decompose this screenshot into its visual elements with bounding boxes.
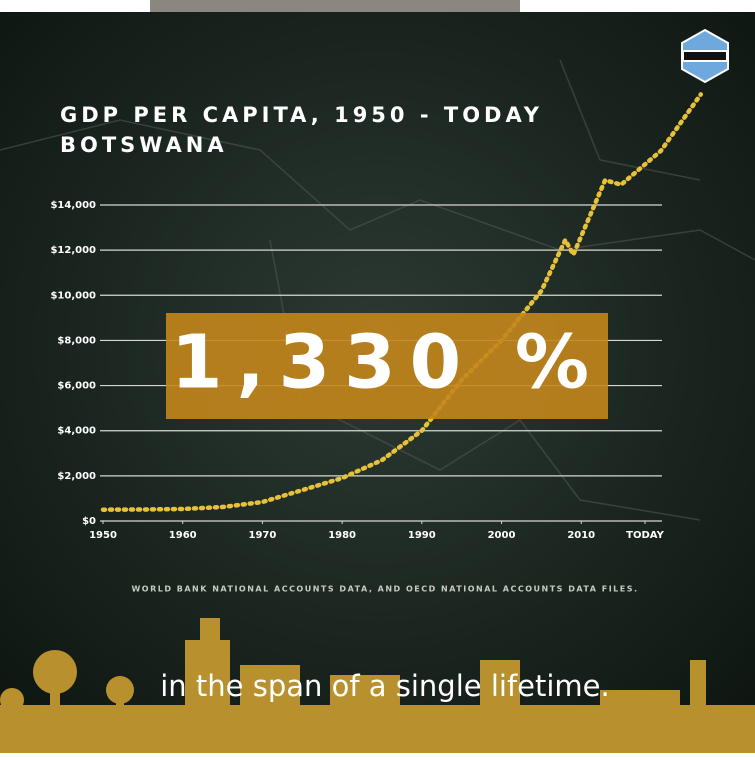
y-tick-label: $8,000 xyxy=(57,335,96,346)
x-tick-label: 1970 xyxy=(248,530,276,541)
caption: in the span of a single lifetime. xyxy=(160,669,610,703)
x-tick-label: 1960 xyxy=(169,530,197,541)
y-tick-label: $0 xyxy=(82,516,96,527)
y-tick-label: $14,000 xyxy=(50,200,96,211)
source: WORLD BANK NATIONAL ACCOUNTS DATA, AND O… xyxy=(131,585,638,594)
y-tick-label: $10,000 xyxy=(50,290,96,301)
chart-title: GDP PER CAPITA, 1950 - TODAY xyxy=(60,103,543,127)
y-tick-label: $12,000 xyxy=(50,245,96,256)
skyline xyxy=(0,618,755,753)
y-tick-label: $4,000 xyxy=(57,426,96,437)
flag-icon xyxy=(681,28,729,84)
data-line xyxy=(100,92,704,512)
highlight-text: 1,330 % xyxy=(171,320,603,406)
highlight-box xyxy=(166,313,608,419)
chart-subtitle: BOTSWANA xyxy=(60,133,228,157)
y-tick-label: $6,000 xyxy=(57,381,96,392)
x-tick-label: 2000 xyxy=(488,530,516,541)
top-image xyxy=(150,0,520,12)
x-tick-label: 1980 xyxy=(328,530,356,541)
x-tick-label: 2010 xyxy=(567,530,595,541)
y-tick-label: $2,000 xyxy=(57,471,96,482)
x-tick-label: 1990 xyxy=(408,530,436,541)
x-tick-label: TODAY xyxy=(626,530,664,541)
x-tick-label: 1950 xyxy=(89,530,117,541)
